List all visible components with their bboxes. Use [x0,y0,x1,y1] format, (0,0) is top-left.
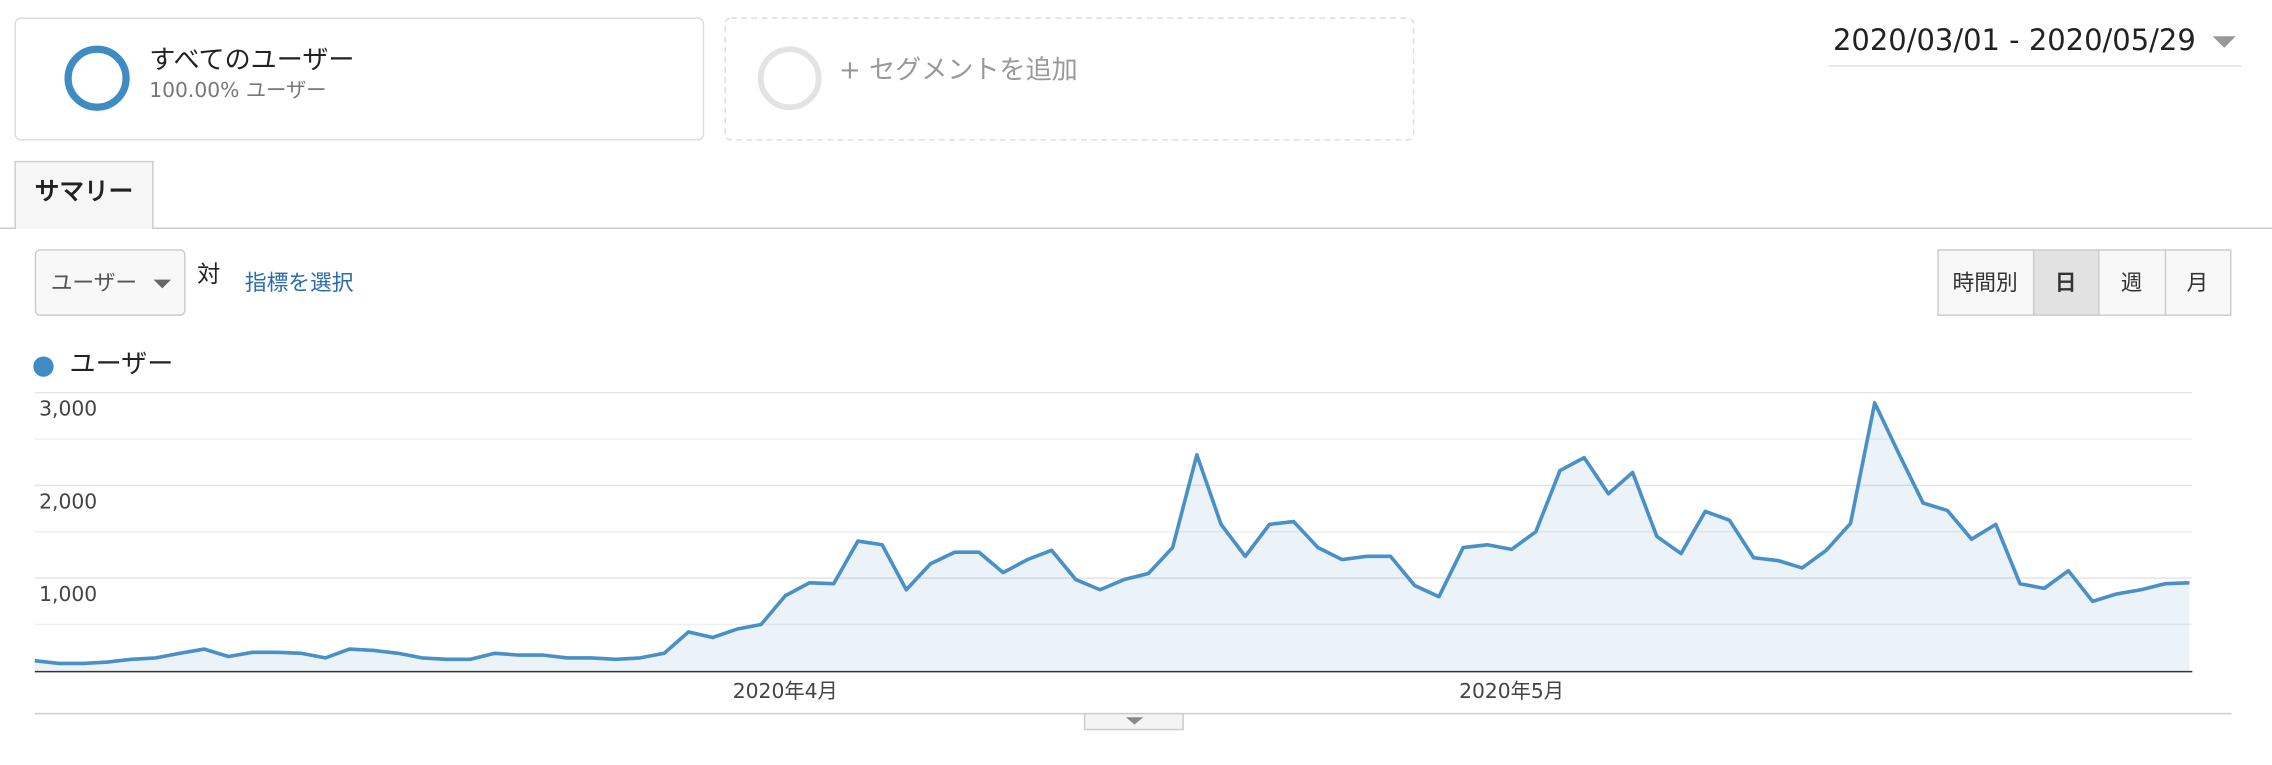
date-picker[interactable]: 2020/03/01 - 2020/05/29 [1828,23,2242,67]
button-label: 週 [2121,271,2143,296]
legend-dot [33,356,54,377]
tab-label: サマリー [35,177,134,206]
segment-card[interactable]: すべてのユーザー 100.00% ユーザー [14,17,705,141]
segment-title: すべてのユーザー [149,45,354,75]
button-label: 月 [2187,271,2209,296]
granularity-button[interactable]: 月 [2164,249,2232,316]
granularity-buttons: 時間別 日 週 月 [1937,249,2232,316]
versus-label: 対 [197,261,220,288]
chart: 1,000 2,000 3,000 2020年4月 2020年5月 [34,391,2193,703]
add-segment[interactable]: + セグメントを追加 [724,17,1415,141]
line [34,401,2190,666]
tab[interactable]: サマリー [14,160,154,229]
select-metric-link[interactable]: 指標を選択 [245,271,354,296]
dropdown-box [34,249,186,316]
segment-subtitle: 100.00% ユーザー [149,78,326,102]
y-tick-label: 1,000 [39,582,97,606]
legend-label: ユーザー [70,350,174,380]
granularity-button[interactable]: 日 [2032,249,2100,316]
button-label: 時間別 [1953,271,2018,296]
handle-arrow [1125,717,1144,725]
dropdown-arrow [153,279,171,289]
metric-dropdown[interactable]: ユーザー [34,249,186,316]
date-range: 2020/03/01 - 2020/05/29 [1833,23,2196,57]
x-tick-label: 2020年4月 [733,679,838,703]
y-tick-label: 3,000 [39,397,97,421]
expand-handle[interactable] [1083,712,1184,731]
y-tick-label: 2,000 [39,489,97,513]
card-box [14,17,705,141]
tab-box [14,160,154,229]
add-segment-label: + セグメントを追加 [839,56,1078,86]
granularity-button[interactable]: 時間別 [1937,249,2035,316]
granularity-button[interactable]: 週 [2098,249,2167,316]
dropdown-label: ユーザー [51,271,137,296]
x-tick-label: 2020年5月 [1459,679,1564,703]
dropdown-arrow [2212,36,2236,48]
segment-ring [757,46,822,111]
button-box [2098,249,2167,316]
area-fill [34,402,2190,671]
card-box [724,17,1415,141]
button-label: 日 [2055,271,2077,296]
segment-ring [64,45,130,111]
button-box [2164,249,2232,316]
